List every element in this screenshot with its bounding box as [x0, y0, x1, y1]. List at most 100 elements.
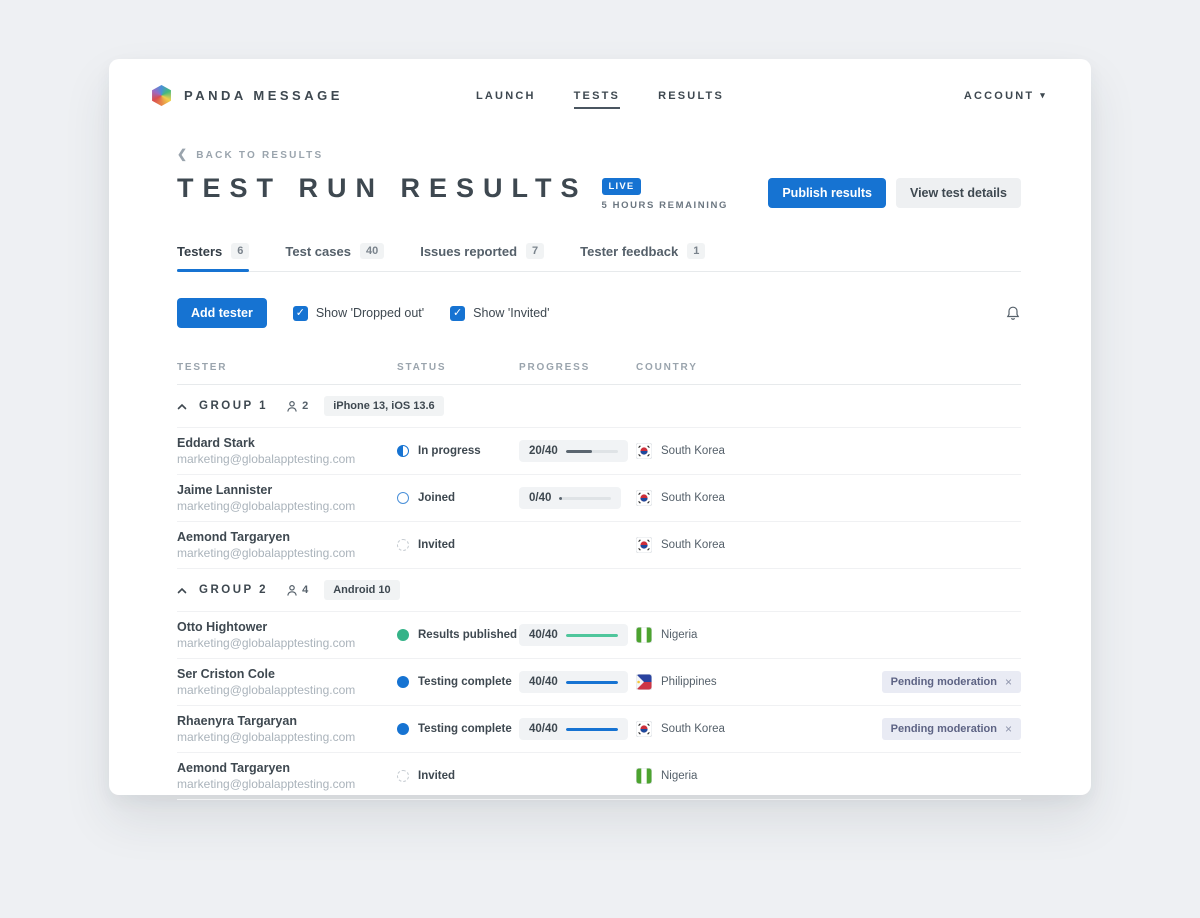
tab-tester-feedback[interactable]: Tester feedback 1 — [580, 243, 706, 271]
live-badge: LIVE — [601, 178, 642, 195]
progress-bar — [565, 727, 618, 731]
title-actions: Publish results View test details — [768, 178, 1021, 208]
tab-label: Issues reported — [420, 243, 518, 259]
country-flag-icon — [636, 490, 652, 506]
moderation-cell: Pending moderation × — [881, 671, 1021, 693]
status-icon — [397, 539, 409, 551]
nav-item-tests[interactable]: TESTS — [573, 90, 621, 109]
tester-name: Aemond Targaryen — [177, 530, 290, 544]
progress-pill: 40/40 — [519, 718, 628, 740]
tester-cell: Aemond Targaryen marketing@globalapptest… — [177, 761, 397, 791]
account-label: ACCOUNT — [963, 89, 1035, 102]
column-country: COUNTRY — [636, 362, 698, 373]
close-icon[interactable]: × — [1004, 722, 1012, 736]
tester-email: marketing@globalapptesting.com — [177, 499, 356, 513]
status-label: In progress — [418, 445, 481, 457]
status-label: Testing complete — [418, 723, 512, 735]
progress-bar — [565, 680, 618, 684]
country-label: Philippines — [661, 676, 717, 688]
back-to-results-link[interactable]: ❮ BACK TO RESULTS — [177, 148, 324, 161]
tester-email: marketing@globalapptesting.com — [177, 730, 356, 744]
status-cell: Testing complete — [397, 676, 519, 688]
country-cell: South Korea — [636, 537, 821, 553]
nav-item-launch[interactable]: LAUNCH — [475, 90, 536, 102]
person-icon — [287, 400, 297, 412]
progress-bar — [559, 496, 612, 500]
progress-pill: 20/40 — [519, 440, 628, 462]
tab-testers[interactable]: Testers 6 — [177, 243, 250, 272]
group-header-group-1[interactable]: GROUP 1 2 iPhone 13, iOS 13.6 — [177, 385, 1021, 428]
status-label: Invited — [418, 770, 456, 782]
person-icon — [287, 584, 297, 596]
show-dropped-out-checkbox[interactable]: ✓ Show 'Dropped out' — [292, 305, 424, 321]
publish-results-button[interactable]: Publish results — [768, 178, 886, 208]
tab-label: Test cases — [285, 243, 351, 259]
country-label: South Korea — [661, 539, 725, 551]
progress-label: 40/40 — [529, 676, 558, 688]
view-test-details-button[interactable]: View test details — [895, 178, 1021, 208]
status-icon — [397, 770, 409, 782]
tab-count-badge: 6 — [231, 243, 250, 259]
page-title: TEST RUN RESULTS — [177, 173, 588, 203]
tab-test-cases[interactable]: Test cases 40 — [285, 243, 385, 271]
group-device-badge: iPhone 13, iOS 13.6 — [324, 396, 444, 416]
status-cell: In progress — [397, 445, 519, 457]
pending-moderation-badge[interactable]: Pending moderation × — [881, 671, 1021, 693]
live-status: LIVE 5 HOURS REMAINING — [601, 176, 728, 211]
progress-bar-fill — [559, 496, 562, 500]
group-header-group-2[interactable]: GROUP 2 4 Android 10 — [177, 569, 1021, 612]
status-icon — [397, 676, 409, 688]
country-cell: South Korea — [636, 490, 821, 506]
tester-email: marketing@globalapptesting.com — [177, 777, 356, 791]
main-nav: LAUNCH TESTS RESULTS — [476, 90, 724, 109]
tab-label: Tester feedback — [580, 243, 679, 259]
tester-email: marketing@globalapptesting.com — [177, 683, 356, 697]
status-label: Invited — [418, 539, 456, 551]
status-cell: Results published — [397, 629, 519, 641]
account-menu[interactable]: ACCOUNT ▾ — [964, 90, 1047, 102]
table-header: TESTER STATUS PROGRESS COUNTRY — [177, 362, 1021, 385]
nav-item-results[interactable]: RESULTS — [658, 90, 725, 102]
panda-message-logo-icon — [152, 85, 171, 106]
back-link-label: BACK TO RESULTS — [196, 149, 324, 161]
progress-label: 40/40 — [529, 629, 558, 641]
checkbox-checked-icon: ✓ — [450, 305, 466, 321]
notifications-bell-icon[interactable] — [1005, 305, 1021, 322]
tab-bar: Testers 6 Test cases 40 Issues reported … — [177, 243, 1021, 272]
progress-pill: 40/40 — [519, 624, 628, 646]
table-row: Eddard Stark marketing@globalapptesting.… — [177, 428, 1021, 475]
group-member-count: 2 — [286, 400, 308, 413]
group-device-badge: Android 10 — [324, 580, 400, 600]
column-extra — [821, 362, 1021, 373]
tester-cell: Otto Hightower marketing@globalapptestin… — [177, 620, 397, 650]
tester-cell: Eddard Stark marketing@globalapptesting.… — [177, 436, 397, 466]
brand: PANDA MESSAGE — [151, 85, 343, 106]
pending-moderation-badge[interactable]: Pending moderation × — [881, 718, 1021, 740]
tester-name: Aemond Targaryen — [177, 761, 290, 775]
table-row: Jaime Lannister marketing@globalapptesti… — [177, 475, 1021, 522]
progress-pill: 0/40 — [519, 487, 622, 509]
country-flag-icon — [636, 627, 652, 643]
table-row: Ser Criston Cole marketing@globalapptest… — [177, 659, 1021, 706]
tester-email: marketing@globalapptesting.com — [177, 636, 356, 650]
tester-name: Rhaenyra Targaryan — [177, 714, 297, 728]
tab-issues-reported[interactable]: Issues reported 7 — [420, 243, 545, 271]
country-cell: Nigeria — [636, 768, 821, 784]
progress-bar-fill — [565, 449, 592, 453]
country-flag-icon — [636, 768, 652, 784]
top-bar: PANDA MESSAGE LAUNCH TESTS RESULTS ACCOUNT… — [109, 59, 1091, 109]
status-icon — [397, 492, 409, 504]
column-progress: PROGRESS — [519, 362, 591, 373]
add-tester-button[interactable]: Add tester — [177, 298, 267, 328]
show-invited-checkbox[interactable]: ✓ Show 'Invited' — [450, 305, 550, 321]
close-icon[interactable]: × — [1004, 675, 1012, 689]
chevron-up-icon[interactable] — [177, 587, 187, 594]
chevron-up-icon[interactable] — [177, 403, 187, 410]
country-label: Nigeria — [661, 770, 698, 782]
tester-cell: Ser Criston Cole marketing@globalapptest… — [177, 667, 397, 697]
status-cell: Invited — [397, 539, 519, 551]
status-icon — [397, 723, 409, 735]
tester-email: marketing@globalapptesting.com — [177, 452, 356, 466]
progress-pill: 40/40 — [519, 671, 628, 693]
status-cell: Invited — [397, 770, 519, 782]
